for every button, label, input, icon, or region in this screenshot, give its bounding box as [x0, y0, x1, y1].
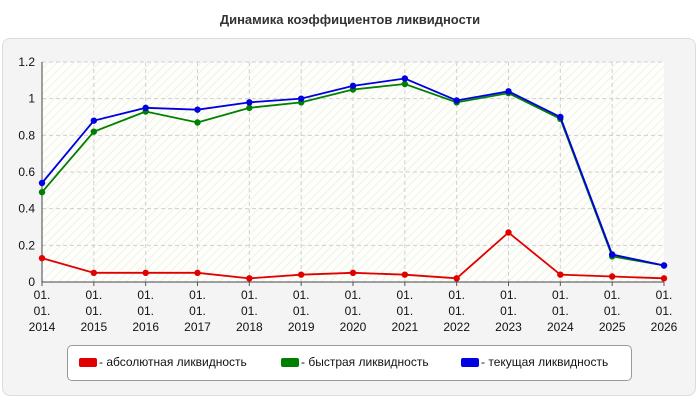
data-point: [505, 88, 512, 95]
data-point: [142, 104, 149, 112]
data-point: [194, 269, 201, 277]
data-point: [505, 229, 512, 236]
legend: - абсолютная ликвидность - быстрая ликви…: [67, 345, 632, 381]
y-tick-label: 1.2: [18, 55, 35, 69]
data-point: [660, 262, 668, 269]
data-point: [38, 179, 46, 187]
data-point: [142, 269, 149, 277]
data-point: [297, 271, 305, 278]
legend-label-absolute-liquidity: - абсолютная ликвидность: [99, 355, 247, 369]
x-tick-label: 01. 01. 2026: [651, 288, 678, 334]
series-2: [38, 75, 668, 269]
y-tick-label: 0.8: [18, 128, 35, 142]
data-point: [90, 128, 98, 135]
y-tick-label: 0: [28, 275, 35, 289]
data-point: [401, 75, 409, 82]
legend-label-quick-liquidity: - быстрая ликвидность: [301, 355, 429, 369]
data-point: [453, 275, 460, 282]
legend-label-current-liquidity: - текущая ликвидность: [481, 355, 609, 369]
x-tick-label: 01. 01. 2014: [29, 288, 56, 334]
x-tick-label: 01. 01. 2016: [132, 288, 159, 334]
legend-swatch-current-liquidity: [461, 357, 479, 367]
x-tick-label: 01. 01. 2019: [288, 288, 315, 334]
data-point: [349, 82, 357, 90]
x-tick-label: 01. 01. 2024: [547, 288, 574, 334]
x-tick-label: 01. 01. 2015: [80, 288, 107, 334]
series-0: [38, 229, 668, 282]
x-tick-label: 01. 01. 2025: [599, 288, 626, 334]
x-tick-label: 01. 01. 2018: [236, 288, 263, 334]
x-tick-label: 01. 01. 2017: [184, 288, 211, 334]
data-point: [401, 271, 409, 278]
data-point: [246, 275, 253, 282]
x-tick-label: 01. 01. 2020: [340, 288, 367, 334]
legend-item-absolute-liquidity: - абсолютная ликвидность: [79, 354, 247, 370]
data-point: [453, 97, 460, 104]
data-point: [608, 251, 616, 258]
data-point: [297, 95, 305, 102]
y-tick-label: 0.4: [18, 202, 35, 216]
legend-item-current-liquidity: - текущая ликвидность: [461, 354, 608, 370]
x-tick-label: 01. 01. 2023: [495, 288, 522, 334]
y-tick-label: 0.2: [18, 238, 35, 252]
data-point: [90, 269, 98, 277]
data-point: [401, 80, 409, 88]
data-point: [194, 106, 201, 113]
legend-swatch-quick-liquidity: [281, 357, 299, 367]
legend-swatch-absolute-liquidity: [79, 357, 97, 367]
data-point: [608, 273, 616, 280]
x-tick-label: 01. 01. 2021: [391, 288, 418, 334]
data-point: [194, 119, 201, 126]
data-point: [246, 104, 253, 112]
y-tick-label: 1: [28, 92, 35, 106]
data-point: [246, 99, 253, 106]
y-tick-label: 0.6: [18, 165, 35, 179]
data-point: [38, 188, 46, 196]
x-tick-label: 01. 01. 2022: [443, 288, 470, 334]
legend-item-quick-liquidity: - быстрая ликвидность: [281, 354, 429, 370]
data-point: [90, 117, 98, 124]
data-point: [557, 113, 564, 121]
data-point: [660, 275, 668, 282]
chart-title: Динамика коэффициентов ликвидности: [219, 12, 481, 27]
data-point: [349, 269, 357, 277]
data-point: [38, 254, 46, 262]
data-point: [557, 271, 564, 278]
